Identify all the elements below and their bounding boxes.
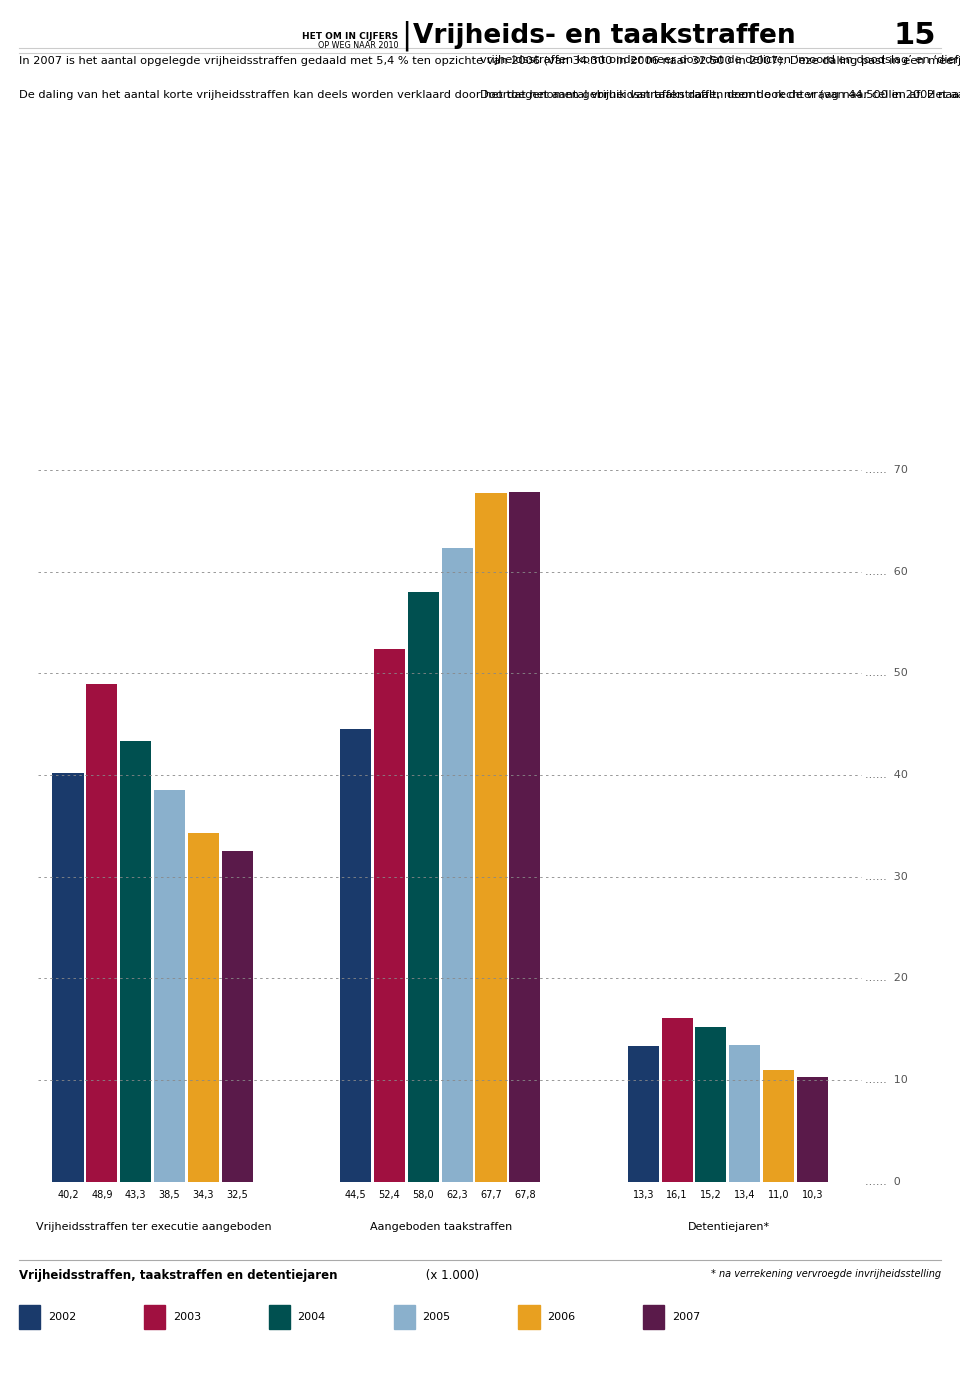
Text: 13,3: 13,3 xyxy=(633,1190,654,1201)
Text: Aangeboden taakstraffen: Aangeboden taakstraffen xyxy=(371,1222,513,1231)
Text: 15,2: 15,2 xyxy=(700,1190,722,1201)
Text: 15: 15 xyxy=(894,22,936,50)
Text: ......  60: ...... 60 xyxy=(865,567,907,576)
Text: 67,7: 67,7 xyxy=(480,1190,502,1201)
Text: ......  40: ...... 40 xyxy=(865,770,907,779)
Text: 11,0: 11,0 xyxy=(768,1190,789,1201)
Bar xyxy=(509,492,540,1182)
Text: |: | xyxy=(401,21,412,51)
Text: HET OM IN CIJFERS: HET OM IN CIJFERS xyxy=(302,32,398,41)
Text: ......  70: ...... 70 xyxy=(865,464,907,475)
Bar xyxy=(442,549,472,1182)
Text: 43,3: 43,3 xyxy=(125,1190,147,1201)
Text: 2003: 2003 xyxy=(173,1312,201,1323)
Text: (x 1.000): (x 1.000) xyxy=(422,1269,480,1281)
Text: OP WEG NAAR 2010: OP WEG NAAR 2010 xyxy=(318,41,398,51)
Text: ......  20: ...... 20 xyxy=(865,973,907,983)
Text: 13,4: 13,4 xyxy=(734,1190,756,1201)
Text: Detentiejaren*: Detentiejaren* xyxy=(688,1222,770,1231)
Text: * na verrekening vervroegde invrijheidsstelling: * na verrekening vervroegde invrijheidss… xyxy=(710,1269,941,1278)
Text: 2006: 2006 xyxy=(547,1312,575,1323)
Text: 32,5: 32,5 xyxy=(227,1190,248,1201)
Text: Vrijheidsstraffen, taakstraffen en detentiejaren: Vrijheidsstraffen, taakstraffen en deten… xyxy=(19,1269,338,1281)
Text: ......  50: ...... 50 xyxy=(865,669,907,679)
Bar xyxy=(661,1019,693,1182)
Bar xyxy=(730,1045,760,1182)
Bar xyxy=(188,833,219,1182)
Bar xyxy=(797,1077,828,1182)
Text: 38,5: 38,5 xyxy=(158,1190,180,1201)
Text: 34,3: 34,3 xyxy=(193,1190,214,1201)
Bar xyxy=(763,1070,794,1182)
Text: 10,3: 10,3 xyxy=(802,1190,823,1201)
Text: In 2007 is het aantal opgelegde vrijheidsstraffen gedaald met 5,4 % ten opzichte: In 2007 is het aantal opgelegde vrijheid… xyxy=(19,55,960,100)
Text: 2004: 2004 xyxy=(298,1312,325,1323)
Text: ......  0: ...... 0 xyxy=(865,1176,900,1187)
Text: 2002: 2002 xyxy=(48,1312,76,1323)
Text: 52,4: 52,4 xyxy=(378,1190,400,1201)
Bar xyxy=(154,791,185,1182)
Text: 62,3: 62,3 xyxy=(446,1190,468,1201)
Text: 44,5: 44,5 xyxy=(345,1190,367,1201)
Text: vrijheidsstraffen komt onder meer doordat de delicten ‘moord en doodslag’ en ‘di: vrijheidsstraffen komt onder meer doorda… xyxy=(480,55,960,100)
Text: ......  30: ...... 30 xyxy=(865,872,907,882)
Text: 48,9: 48,9 xyxy=(91,1190,112,1201)
Bar xyxy=(120,741,152,1182)
Bar xyxy=(695,1027,727,1182)
Bar xyxy=(86,684,117,1182)
Text: ......  10: ...... 10 xyxy=(865,1075,907,1085)
Text: 58,0: 58,0 xyxy=(413,1190,434,1201)
Bar xyxy=(628,1046,659,1182)
Text: 16,1: 16,1 xyxy=(666,1190,688,1201)
Text: 40,2: 40,2 xyxy=(58,1190,79,1201)
Bar xyxy=(222,851,252,1182)
Bar xyxy=(340,730,372,1182)
Text: 67,8: 67,8 xyxy=(514,1190,536,1201)
Text: 2005: 2005 xyxy=(422,1312,450,1323)
Bar xyxy=(408,591,439,1182)
Bar xyxy=(374,648,405,1182)
Bar xyxy=(53,773,84,1182)
Text: 2007: 2007 xyxy=(672,1312,700,1323)
Text: Vrijheidsstraffen ter executie aangeboden: Vrijheidsstraffen ter executie aangebode… xyxy=(36,1222,272,1231)
Text: Vrijheids- en taakstraffen: Vrijheids- en taakstraffen xyxy=(413,23,796,48)
Bar xyxy=(475,493,507,1182)
